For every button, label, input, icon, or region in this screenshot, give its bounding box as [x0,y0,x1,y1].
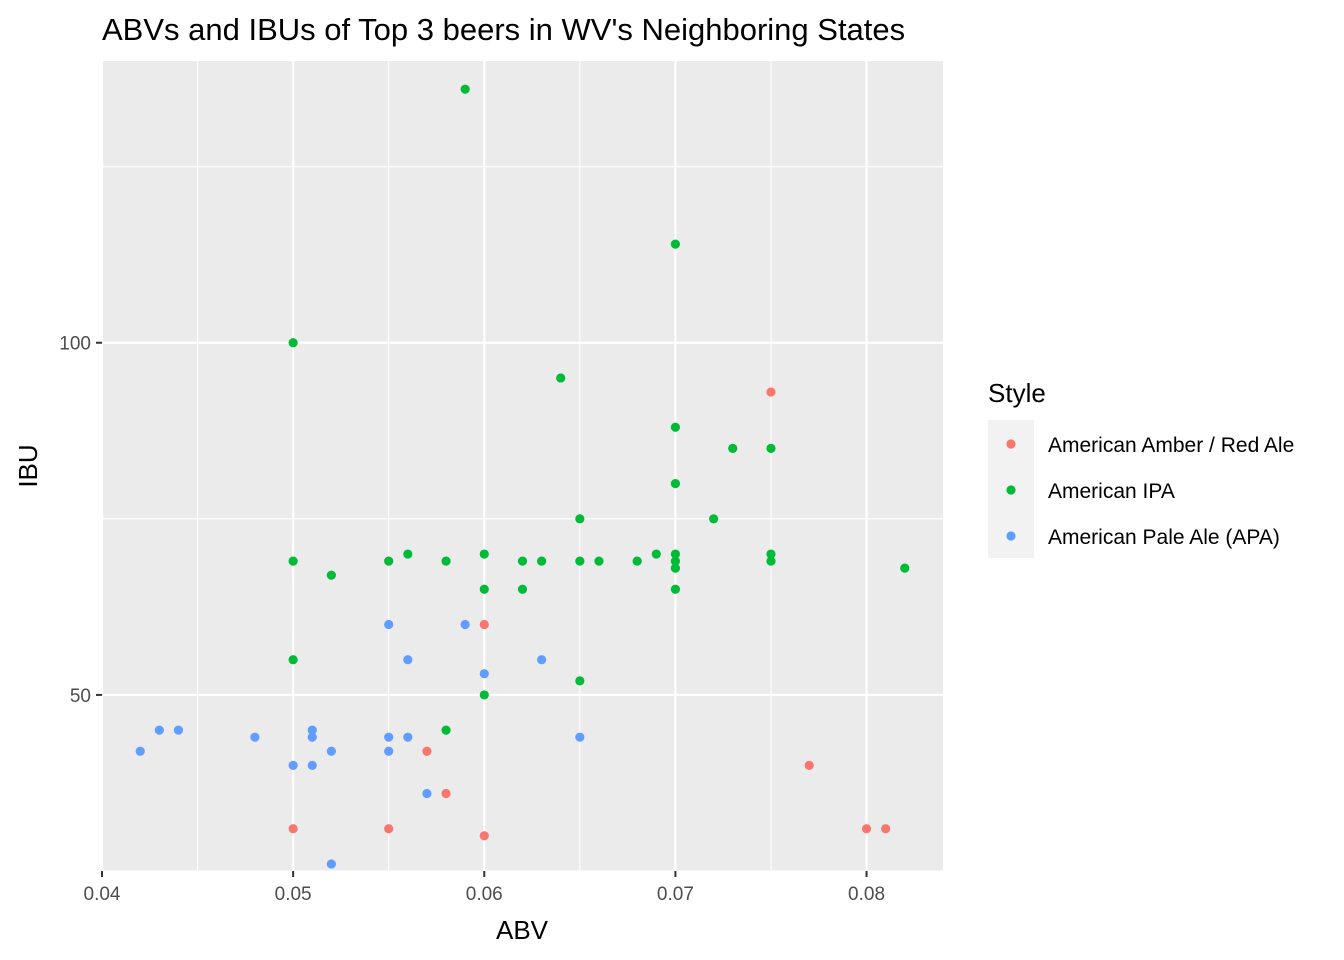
data-point [288,760,298,770]
data-point [384,619,394,630]
data-point [288,338,298,348]
data-point [670,563,681,573]
data-point [422,746,432,756]
data-point [173,725,184,735]
data-point [766,556,776,566]
y-tick-label: 100 [59,334,91,355]
data-point [307,760,317,770]
data-point [460,84,470,94]
data-point [479,669,489,679]
data-point [766,443,776,453]
data-point [575,732,585,742]
data-point [479,831,489,841]
data-point [326,859,336,869]
data-point [728,443,738,453]
x-axis: 0.04 0.05 0.06 0.07 0.08 [84,871,885,905]
data-point [479,549,489,559]
data-point [766,549,776,559]
x-tick-label: 0.04 [84,884,121,905]
data-point [326,746,336,756]
data-point [670,422,681,432]
data-point [651,549,661,559]
x-tick-label: 0.08 [848,884,885,905]
data-point [441,725,451,735]
data-point [288,824,298,834]
data-point [441,788,451,799]
data-point [804,760,814,770]
grid-major [100,61,943,871]
y-axis: 50 100 [59,334,102,707]
data-point [403,732,413,742]
x-tick-label: 0.06 [466,884,503,905]
data-point [537,556,547,566]
data-point [288,655,298,665]
data-point [460,619,470,630]
data-point [670,549,681,559]
legend-label: American IPA [1048,480,1175,503]
data-point [670,239,681,249]
legend: Style American Amber / Red Ale American I… [988,378,1294,558]
data-point [384,556,394,566]
y-tick-label: 50 [70,686,91,707]
data-point [307,732,317,742]
x-axis-title: ABV [496,915,549,945]
data-point [556,373,566,383]
data-point [670,479,681,489]
data-point [709,514,719,524]
legend-title: Style [988,378,1046,408]
legend-key [1006,439,1016,449]
data-point [766,387,776,397]
data-point [403,549,413,559]
data-point [537,655,547,665]
plot-panel [102,61,943,871]
data-point [575,514,585,524]
grid-minor [102,61,943,872]
legend-key [1006,485,1016,495]
data-point [479,690,489,700]
data-point [384,824,394,834]
chart-title: ABVs and IBUs of Top 3 beers in WV's Nei… [102,12,905,47]
data-point [384,746,394,756]
data-point [575,676,585,686]
data-points [135,84,910,869]
data-point [422,788,432,799]
data-point [670,584,681,594]
data-point [479,584,489,594]
legend-label: American Amber / Red Ale [1048,434,1294,457]
data-point [307,725,317,735]
data-point [384,732,394,742]
data-point [403,655,413,665]
data-point [632,556,642,566]
data-point [154,725,164,735]
legend-key [1006,531,1016,541]
data-point [575,556,585,566]
x-tick-label: 0.07 [657,884,694,905]
x-tick-label: 0.05 [275,884,312,905]
data-point [441,556,451,566]
data-point [517,584,528,594]
data-point [861,824,872,834]
data-point [670,556,681,566]
data-point [326,570,336,580]
y-axis-title: IBU [13,444,43,487]
legend-label: American Pale Ale (APA) [1048,526,1280,549]
data-point [135,746,145,756]
data-point [881,824,891,834]
data-point [900,563,910,573]
data-point [594,556,604,566]
data-point [479,619,489,630]
data-point [250,732,260,742]
data-point [288,556,298,566]
data-point [517,556,528,566]
